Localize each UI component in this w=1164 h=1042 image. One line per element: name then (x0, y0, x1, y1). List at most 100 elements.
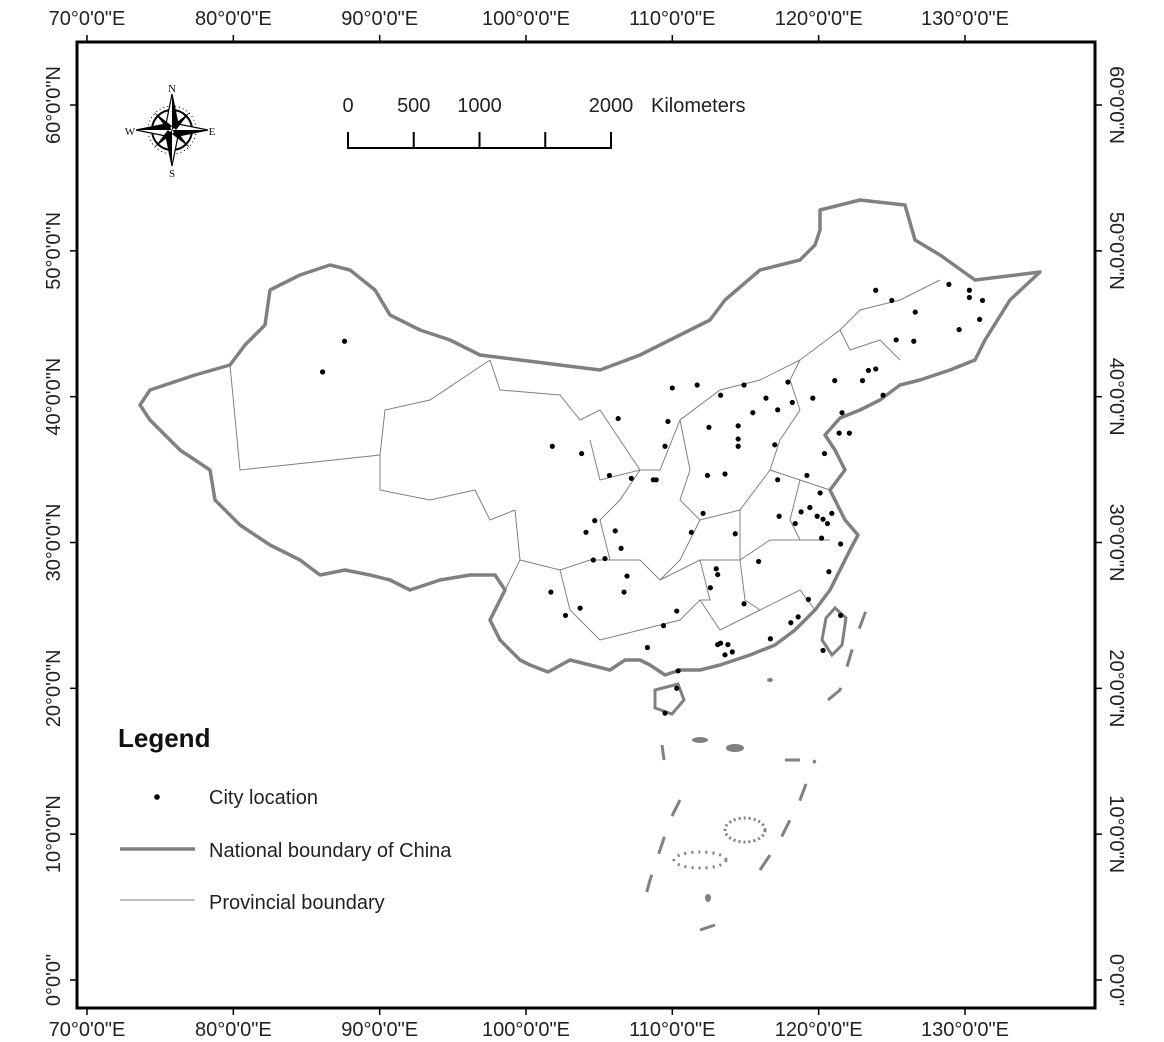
legend-label: City location (209, 787, 318, 809)
city (792, 520, 798, 527)
lon-label: 100°0'0"E (482, 1019, 570, 1041)
city (713, 566, 719, 572)
city (763, 395, 769, 401)
city (804, 472, 810, 479)
lat-label: 40°0'0"N (1105, 358, 1127, 436)
city (977, 316, 983, 322)
city (776, 513, 782, 519)
city (767, 636, 773, 642)
city (615, 415, 621, 422)
city (741, 601, 747, 607)
city (810, 395, 816, 401)
city (818, 535, 825, 541)
city (549, 443, 555, 449)
lat-label: 20°0'0"N (1105, 649, 1127, 727)
city (700, 510, 706, 516)
lat-label: 30°0'0"N (1105, 504, 1127, 582)
lat-label: 30°0'0"N (43, 504, 65, 582)
scale-label: 500 (397, 95, 430, 117)
city (880, 392, 886, 398)
lat-label: 20°0'0"N (43, 649, 65, 727)
city (893, 337, 899, 343)
city (704, 472, 711, 479)
city (820, 647, 826, 654)
lon-label: 120°0'0"E (775, 1019, 863, 1041)
city (707, 585, 713, 591)
city (660, 623, 667, 629)
lon-label: 90°0'0"E (341, 1019, 418, 1041)
city (624, 573, 630, 579)
city (775, 477, 781, 483)
nine-dash-line (644, 599, 872, 932)
city (578, 450, 585, 457)
city (750, 410, 756, 416)
legend-title: Legend (118, 723, 210, 753)
city (912, 309, 918, 315)
lat-label: 60°0'0"N (43, 66, 65, 144)
lon-label: 100°0'0"E (482, 8, 570, 30)
scale-label: 0 (342, 95, 353, 117)
city (814, 513, 820, 519)
city (788, 620, 794, 626)
city (628, 475, 634, 481)
city (820, 516, 826, 522)
city (826, 569, 832, 575)
city (621, 589, 627, 595)
city (583, 529, 589, 535)
lat-label: 60°0'0"N (1105, 66, 1127, 144)
lat-label: 10°0'0"N (43, 795, 65, 873)
lon-label: 110°0'0"E (629, 8, 715, 30)
city (735, 423, 741, 429)
city (946, 281, 952, 287)
city (785, 379, 791, 385)
city (979, 297, 986, 304)
provincial-boundaries (229, 279, 941, 641)
compass-rose (135, 93, 209, 167)
city (725, 641, 731, 648)
lon-label: 80°0'0"E (195, 1019, 272, 1041)
lat-label: 50°0'0"N (43, 212, 65, 290)
city (665, 418, 671, 425)
city (836, 430, 842, 436)
city (718, 392, 724, 398)
city (873, 287, 879, 293)
city (674, 685, 680, 691)
city (824, 520, 831, 527)
city (829, 510, 835, 516)
city (675, 668, 681, 674)
city (722, 471, 728, 477)
city (606, 472, 612, 479)
city (706, 424, 712, 430)
legend-label: National boundary of China (209, 840, 452, 862)
city (735, 436, 741, 442)
hainan (653, 682, 686, 716)
lat-label: 50°0'0"N (1105, 212, 1127, 290)
lon-label: 70°0'0"E (49, 1019, 126, 1041)
islands (672, 678, 773, 902)
lat-label: 10°0'0"N (1105, 795, 1127, 873)
lon-label: 70°0'0"E (49, 8, 126, 30)
city (911, 338, 917, 344)
city (688, 529, 694, 535)
national-boundary (138, 198, 1042, 677)
city (807, 504, 813, 511)
scale-label: 2000 (589, 95, 634, 117)
compass-north: N (168, 83, 176, 95)
city (612, 528, 618, 534)
city (805, 596, 812, 602)
city (756, 558, 762, 565)
city (837, 612, 844, 619)
scale-label: 1000 (457, 95, 502, 117)
city (650, 477, 656, 483)
city (817, 490, 823, 496)
city (592, 518, 598, 524)
lat-label: 40°0'0"N (43, 358, 65, 436)
city (669, 385, 675, 391)
lon-label: 90°0'0"E (341, 8, 418, 30)
city (821, 450, 828, 457)
lon-label: 80°0'0"E (195, 8, 272, 30)
taiwan (820, 605, 848, 658)
city (602, 555, 608, 562)
city (741, 382, 747, 388)
